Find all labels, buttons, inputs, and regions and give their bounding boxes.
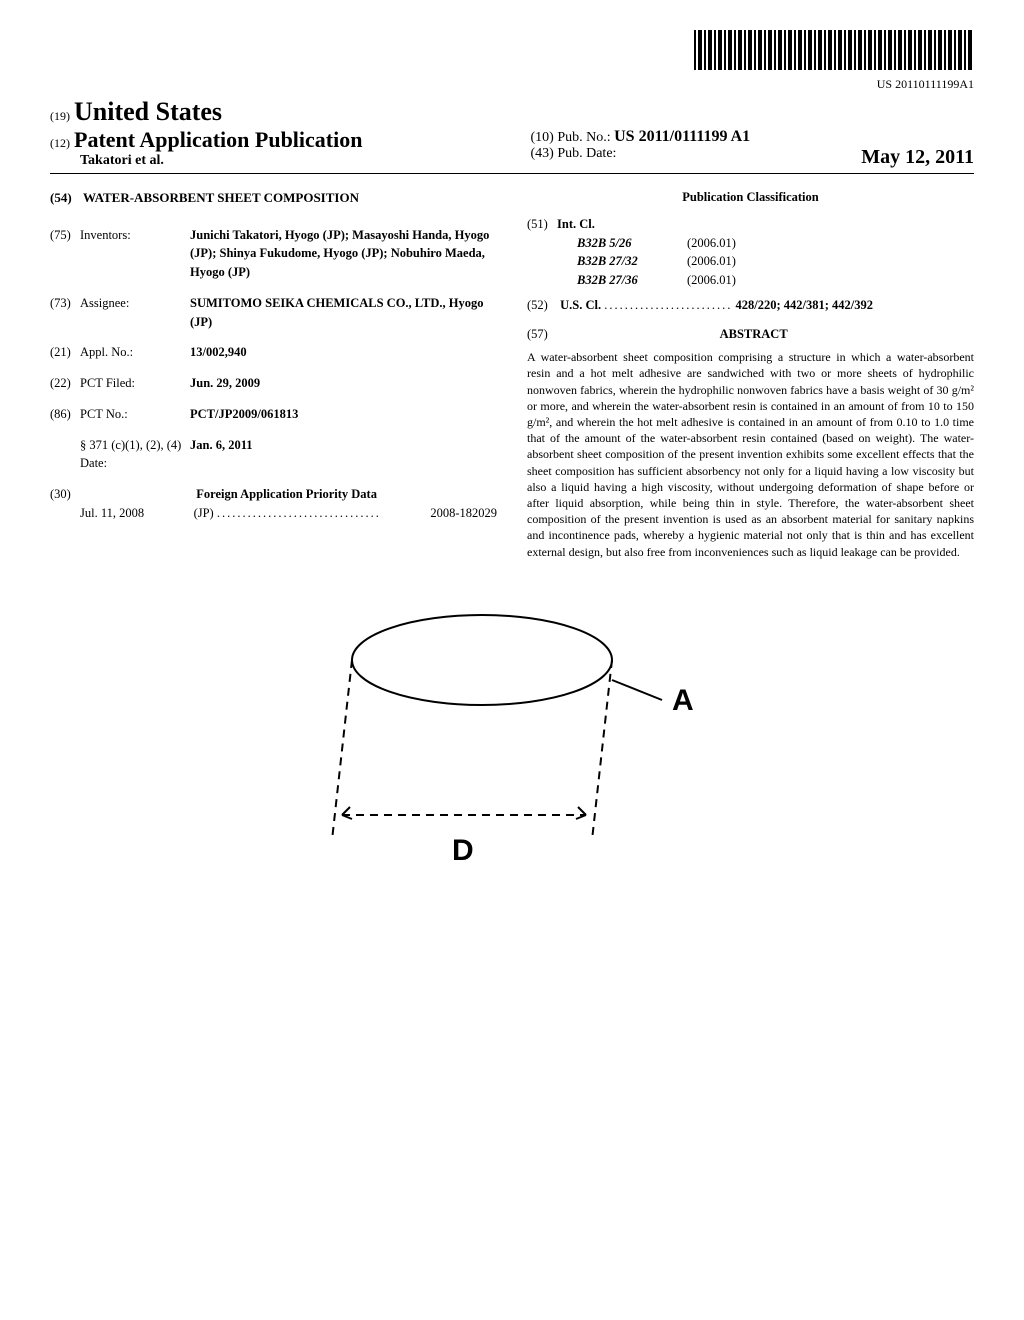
invention-title-row: (54) WATER-ABSORBENT SHEET COMPOSITION: [50, 188, 497, 208]
pub-type: Patent Application Publication: [74, 127, 362, 152]
ipc-code-0: B32B 5/26: [577, 234, 687, 253]
abstract-heading: ABSTRACT: [560, 325, 947, 344]
priority-heading-row: (30) Foreign Application Priority Data: [50, 485, 497, 504]
pub-type-prefix: (12): [50, 136, 70, 150]
priority-date: Jul. 11, 2008: [80, 504, 144, 523]
country-line: (19) United States: [50, 97, 512, 127]
pctfiled-value: Jun. 29, 2009: [190, 374, 497, 393]
applno-row: (21) Appl. No.: 13/002,940: [50, 343, 497, 362]
barcode-number: US 20110111199A1: [50, 77, 974, 92]
left-column: (54) WATER-ABSORBENT SHEET COMPOSITION (…: [50, 188, 497, 560]
ipc-date-0: (2006.01): [687, 234, 736, 253]
pctno-sub-label: § 371 (c)(1), (2), (4) Date:: [80, 436, 190, 474]
figure-dash-left: [332, 660, 352, 840]
authors-line: Takatori et al.: [80, 153, 512, 169]
country-name: United States: [74, 97, 222, 126]
assignee-label: Assignee:: [80, 294, 190, 332]
applno-label: Appl. No.:: [80, 343, 190, 362]
priority-heading: Foreign Application Priority Data: [83, 485, 490, 504]
title-prefix: (54): [50, 188, 80, 208]
priority-country: (JP) ................................: [194, 504, 381, 523]
pub-no-prefix: (10): [530, 130, 553, 145]
pub-date-label: Pub. Date:: [557, 146, 616, 161]
ipc-code-1: B32B 27/32: [577, 252, 687, 271]
figure-label-d: D: [452, 834, 474, 867]
inventors-row: (75) Inventors: Junichi Takatori, Hyogo …: [50, 226, 497, 282]
pctno-sub-row: § 371 (c)(1), (2), (4) Date: Jan. 6, 201…: [50, 436, 497, 474]
pctno-value: PCT/JP2009/061813: [190, 405, 497, 424]
abstract-heading-row: (57) ABSTRACT: [527, 315, 974, 350]
figure-label-a: A: [672, 684, 694, 717]
applno-value: 13/002,940: [190, 343, 497, 362]
uscl-value: 428/220; 442/381; 442/392: [735, 298, 873, 312]
barcode-area: US 20110111199A1: [50, 30, 974, 92]
ipc-code-2: B32B 27/36: [577, 271, 687, 290]
pub-no-label: Pub. No.:: [557, 130, 610, 145]
header-right: (10) Pub. No.: US 2011/0111199 A1 (43) P…: [530, 128, 974, 169]
pctfiled-label: PCT Filed:: [80, 374, 190, 393]
country-prefix: (19): [50, 109, 70, 123]
figure-container: A D: [50, 600, 974, 885]
intcl-row: (51) Int. Cl.: [527, 215, 974, 234]
abstract-prefix: (57): [527, 325, 557, 344]
pub-date-value: May 12, 2011: [861, 146, 974, 169]
content-columns: (54) WATER-ABSORBENT SHEET COMPOSITION (…: [50, 188, 974, 560]
uscl-label: U.S. Cl.: [560, 298, 601, 312]
inventors-prefix: (75): [50, 226, 80, 282]
pctno-row: (86) PCT No.: PCT/JP2009/061813: [50, 405, 497, 424]
intcl-label: Int. Cl.: [557, 215, 595, 234]
assignee-row: (73) Assignee: SUMITOMO SEIKA CHEMICALS …: [50, 294, 497, 332]
uscl-prefix: (52): [527, 296, 557, 315]
assignee-prefix: (73): [50, 294, 80, 332]
ipc-date-1: (2006.01): [687, 252, 736, 271]
inventors-label: Inventors:: [80, 226, 190, 282]
priority-prefix: (30): [50, 485, 80, 504]
pctno-sub-value: Jan. 6, 2011: [190, 436, 497, 474]
pub-date-prefix: (43): [530, 146, 553, 161]
classification-heading: Publication Classification: [527, 188, 974, 207]
title-text: WATER-ABSORBENT SHEET COMPOSITION: [83, 190, 359, 205]
pub-no-value: US 2011/0111199 A1: [614, 128, 750, 145]
pub-no-line: (10) Pub. No.: US 2011/0111199 A1: [530, 128, 974, 146]
figure-dash-right: [592, 660, 612, 840]
figure-arrow-tr-1: [578, 807, 586, 815]
inventors-names: Junichi Takatori, Hyogo (JP); Masayoshi …: [190, 226, 497, 282]
figure-ellipse: [352, 615, 612, 705]
pctno-sub-spacer: [50, 436, 80, 474]
assignee-value: SUMITOMO SEIKA CHEMICALS CO., LTD., Hyog…: [190, 294, 497, 332]
priority-number: 2008-182029: [430, 504, 497, 523]
barcode-graphic: [694, 30, 974, 70]
pctfiled-row: (22) PCT Filed: Jun. 29, 2009: [50, 374, 497, 393]
right-column: Publication Classification (51) Int. Cl.…: [527, 188, 974, 560]
pctno-label: PCT No.:: [80, 405, 190, 424]
intcl-prefix: (51): [527, 215, 557, 234]
figure-arrow-tl-1: [342, 807, 350, 815]
abstract-text: A water-absorbent sheet composition comp…: [527, 349, 974, 559]
ipc-row-0: B32B 5/26 (2006.01): [527, 234, 974, 253]
header-left: (19) United States (12) Patent Applicati…: [50, 97, 512, 169]
header-row: (19) United States (12) Patent Applicati…: [50, 97, 974, 174]
ipc-row-2: B32B 27/36 (2006.01): [527, 271, 974, 290]
figure-svg: A D: [292, 600, 732, 880]
ipc-date-2: (2006.01): [687, 271, 736, 290]
priority-section: (30) Foreign Application Priority Data J…: [50, 485, 497, 523]
pub-type-line: (12) Patent Application Publication: [50, 127, 512, 153]
priority-data-row: Jul. 11, 2008 (JP) .....................…: [50, 504, 497, 523]
figure-leader-a: [612, 680, 662, 700]
pub-date-line: (43) Pub. Date: May 12, 2011: [530, 146, 974, 162]
pctfiled-prefix: (22): [50, 374, 80, 393]
uscl-row: (52) U.S. Cl. ......................... …: [527, 296, 974, 315]
ipc-row-1: B32B 27/32 (2006.01): [527, 252, 974, 271]
pctno-prefix: (86): [50, 405, 80, 424]
applno-prefix: (21): [50, 343, 80, 362]
